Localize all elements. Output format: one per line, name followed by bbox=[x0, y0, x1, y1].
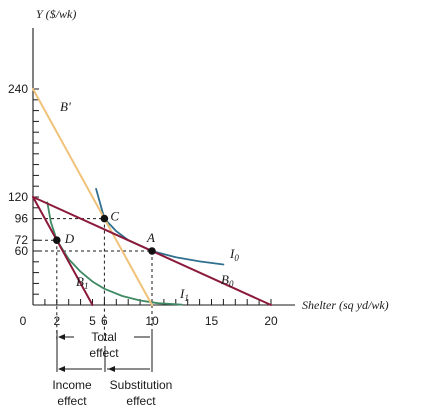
x-tick-label: 0 bbox=[20, 314, 27, 328]
effects-annotation bbox=[56, 330, 153, 372]
label-b0: B0 bbox=[221, 272, 234, 289]
x-tick-label: 10 bbox=[145, 314, 159, 328]
label-i0: I0 bbox=[229, 246, 239, 263]
total-effect-arrowhead bbox=[58, 334, 65, 340]
y-tick-label: 240 bbox=[8, 82, 28, 96]
income-effect-label-1: Income bbox=[52, 378, 92, 392]
x-tick-label: 5 bbox=[89, 314, 96, 328]
label-b-prime: B' bbox=[60, 99, 71, 114]
series-group bbox=[32, 88, 272, 306]
y-tick-label: 60 bbox=[15, 244, 29, 258]
label-b1: B1 bbox=[76, 274, 88, 291]
y-tick-label: 120 bbox=[8, 190, 28, 204]
income-effect-label-2: effect bbox=[57, 394, 87, 408]
series-bprime bbox=[32, 88, 153, 306]
substitution-effect-label-1: Substitution bbox=[110, 378, 173, 392]
label-i1: I1 bbox=[179, 286, 189, 303]
x-tick-label: 15 bbox=[205, 314, 219, 328]
y-tick-label: 72 bbox=[15, 233, 29, 247]
total-effect-label-2: effect bbox=[89, 346, 119, 360]
income-effect-arrowhead bbox=[58, 366, 65, 372]
substitution-effect-label-2: effect bbox=[126, 394, 156, 408]
y-tick-label: 96 bbox=[15, 212, 29, 226]
point-c bbox=[100, 214, 109, 223]
total-effect-label-1: Total bbox=[91, 330, 116, 344]
series-i0 bbox=[95, 188, 225, 266]
series-b1 bbox=[32, 196, 94, 306]
substitution-effect-arrowhead bbox=[108, 366, 115, 372]
point-label-c: C bbox=[110, 209, 119, 224]
point-label-a: A bbox=[146, 230, 155, 245]
y-axis-title: Y ($/wk) bbox=[36, 7, 76, 21]
point-d bbox=[53, 236, 61, 244]
point-a bbox=[148, 247, 156, 255]
ticks bbox=[33, 88, 272, 305]
x-axis-title: Shelter (sq yd/wk) bbox=[302, 298, 389, 312]
points-group: A C D bbox=[53, 209, 156, 255]
series-i1 bbox=[46, 201, 183, 306]
point-label-d: D bbox=[64, 231, 75, 246]
guide-lines bbox=[33, 218, 153, 341]
x-tick-label: 20 bbox=[264, 314, 278, 328]
